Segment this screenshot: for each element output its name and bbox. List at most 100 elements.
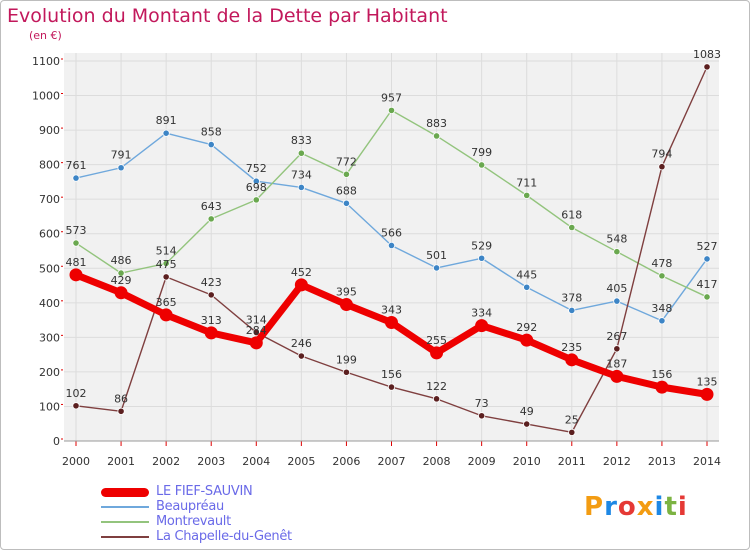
y-tick-label: 700	[39, 193, 60, 206]
y-tick-label: 900	[39, 124, 60, 137]
data-point	[204, 326, 218, 340]
data-label: 73	[475, 397, 489, 410]
x-tick-label: 2000	[62, 455, 90, 468]
data-point	[252, 177, 260, 185]
data-point	[162, 129, 170, 137]
data-label: 255	[426, 334, 447, 347]
data-point	[430, 346, 444, 360]
data-point	[568, 223, 576, 232]
data-point	[72, 402, 80, 410]
data-label: 284	[246, 324, 267, 337]
data-point	[249, 336, 263, 350]
x-tick-label: 2012	[603, 455, 631, 468]
data-point	[613, 345, 621, 353]
legend-label: La Chapelle-du-Genêt	[156, 529, 292, 544]
logo-letter: i	[677, 492, 688, 522]
y-tick-label: 800	[39, 159, 60, 172]
data-point	[613, 248, 621, 256]
data-label: 452	[291, 266, 312, 279]
data-label: 292	[516, 321, 537, 334]
data-label: 566	[381, 226, 402, 239]
data-label: 957	[381, 91, 402, 104]
data-point	[700, 387, 714, 401]
legend-swatch	[101, 506, 149, 508]
data-point	[520, 333, 534, 347]
data-label: 187	[606, 357, 627, 370]
data-point	[478, 412, 486, 420]
legend-item: Beaupréau	[101, 499, 461, 515]
data-label: 267	[606, 330, 627, 343]
data-point	[72, 174, 80, 182]
data-point	[297, 352, 305, 360]
data-point	[117, 269, 125, 277]
data-point	[159, 308, 173, 322]
data-label: 486	[111, 254, 132, 267]
logo-letter: P	[584, 492, 605, 522]
data-label: 246	[291, 337, 312, 350]
proxiti-logo: Proxiti	[584, 492, 688, 522]
data-point	[478, 161, 486, 169]
data-label: 501	[426, 249, 447, 262]
legend-swatch	[101, 487, 149, 497]
data-label: 1083	[693, 48, 721, 61]
data-point	[252, 328, 260, 337]
data-point	[342, 199, 351, 207]
y-tick-label: 100	[39, 400, 60, 413]
y-tick-label: 1100	[32, 55, 60, 68]
data-label: 348	[651, 302, 672, 315]
data-label: 395	[336, 286, 357, 299]
data-label: 529	[471, 239, 492, 252]
logo-letter: t	[664, 492, 678, 522]
data-point	[297, 149, 305, 157]
data-point	[207, 291, 215, 299]
data-label: 378	[561, 291, 582, 304]
x-tick-label: 2003	[197, 455, 225, 468]
data-point	[703, 63, 711, 71]
data-point	[342, 368, 351, 376]
data-label: 334	[471, 307, 492, 320]
data-point	[613, 297, 621, 305]
data-point	[432, 264, 441, 272]
data-label: 883	[426, 117, 447, 130]
data-point	[387, 383, 396, 391]
logo-letter: x	[636, 492, 655, 522]
legend-label: Beaupréau	[156, 499, 224, 514]
y-tick-label: 600	[39, 228, 60, 241]
data-label: 799	[471, 146, 492, 159]
data-label: 86	[114, 392, 128, 405]
data-label: 423	[201, 276, 222, 289]
data-label: 199	[336, 353, 357, 366]
data-point	[432, 395, 441, 403]
data-label: 734	[291, 168, 312, 181]
legend-swatch	[101, 521, 149, 523]
data-label: 314	[246, 314, 267, 327]
data-point	[69, 268, 83, 282]
data-point	[72, 239, 80, 247]
data-point	[568, 428, 576, 436]
x-tick-label: 2002	[152, 455, 180, 468]
data-label: 49	[520, 405, 534, 418]
legend-item: La Chapelle-du-Genêt	[101, 529, 461, 545]
y-tick-label: 200	[39, 366, 60, 379]
data-label: 643	[201, 200, 222, 213]
data-label: 761	[66, 159, 87, 172]
data-point	[432, 132, 441, 140]
data-point	[387, 241, 396, 250]
y-tick-label: 300	[39, 331, 60, 344]
data-point	[658, 317, 666, 325]
x-tick-label: 2008	[423, 455, 451, 468]
data-label: 791	[111, 149, 132, 162]
chart-unit-label: (en €)	[29, 29, 62, 42]
data-label: 527	[697, 240, 718, 253]
data-point	[207, 141, 215, 149]
data-point	[523, 283, 531, 291]
legend-label: LE FIEF-SAUVIN	[156, 484, 253, 499]
data-label: 688	[336, 184, 357, 197]
x-tick-label: 2013	[648, 455, 676, 468]
data-label: 313	[201, 314, 222, 327]
data-label: 102	[66, 387, 87, 400]
data-label: 343	[381, 304, 402, 317]
x-tick-label: 2011	[558, 455, 586, 468]
data-point	[162, 273, 170, 281]
